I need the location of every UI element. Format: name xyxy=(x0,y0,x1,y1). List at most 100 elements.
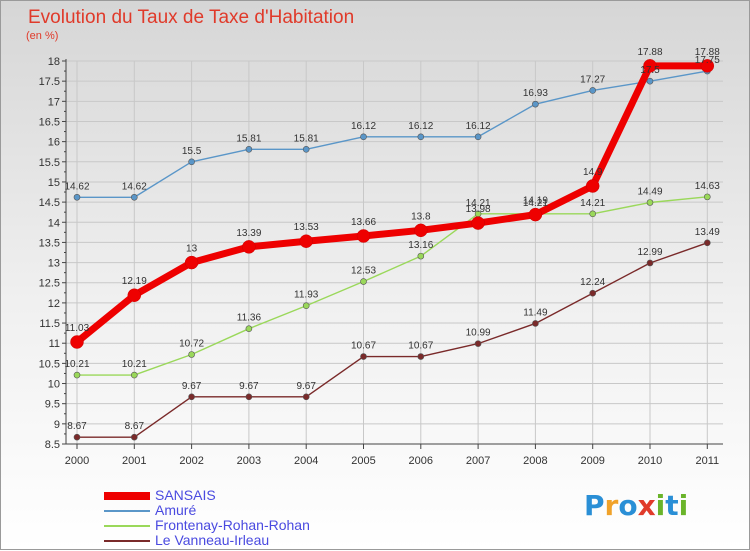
data-point-frontenay-rohan-rohan xyxy=(646,199,654,206)
data-point-le-vanneau-irleau xyxy=(417,353,425,360)
x-tick-label: 2000 xyxy=(65,455,89,467)
data-label-frontenay-rohan-rohan: 14.49 xyxy=(637,187,662,198)
data-point-frontenay-rohan-rohan xyxy=(360,278,367,285)
data-label-frontenay-rohan-rohan: 13.16 xyxy=(408,240,433,251)
data-point-amur- xyxy=(417,133,425,141)
data-point-le-vanneau-irleau xyxy=(646,259,654,267)
data-label-le-vanneau-irleau: 9.67 xyxy=(182,381,202,392)
data-label-sansais: 17.88 xyxy=(695,47,720,58)
x-tick-label: 2009 xyxy=(580,455,604,467)
data-label-sansais: 14.9 xyxy=(583,167,603,178)
data-label-sansais: 13 xyxy=(186,244,198,255)
data-label-frontenay-rohan-rohan: 10.21 xyxy=(122,359,147,370)
data-label-sansais: 17.88 xyxy=(637,47,662,58)
x-tick-label: 2007 xyxy=(466,455,490,467)
data-point-frontenay-rohan-rohan xyxy=(245,325,253,332)
y-tick-label: 16.5 xyxy=(39,116,60,128)
x-tick-label: 2002 xyxy=(179,455,203,467)
data-label-frontenay-rohan-rohan: 14.21 xyxy=(523,198,548,209)
grid xyxy=(66,60,723,445)
data-point-le-vanneau-irleau xyxy=(474,340,482,347)
data-label-amur-: 15.81 xyxy=(236,133,261,144)
data-label-sansais: 12.19 xyxy=(122,276,147,287)
data-label-frontenay-rohan-rohan: 12.53 xyxy=(351,266,376,277)
series-line-amur- xyxy=(76,70,708,198)
legend-swatch-le-vanneau-irleau xyxy=(104,539,150,542)
legend-swatch-frontenay-rohan-rohan xyxy=(104,524,150,527)
y-tick-label: 17 xyxy=(48,96,60,108)
data-point-frontenay-rohan-rohan xyxy=(302,302,310,310)
data-point-sansais xyxy=(242,240,256,254)
chart-unit: (en %) xyxy=(26,30,59,42)
x-tick-label: 2005 xyxy=(351,455,375,467)
data-label-le-vanneau-irleau: 13.49 xyxy=(695,227,720,238)
logo-letter: i xyxy=(678,489,689,522)
data-label-amur-: 15.5 xyxy=(182,146,202,157)
x-tick-label: 2003 xyxy=(237,455,261,467)
data-point-frontenay-rohan-rohan xyxy=(188,351,195,358)
data-label-frontenay-rohan-rohan: 14.63 xyxy=(695,181,720,192)
legend-label-sansais: SANSAIS xyxy=(155,487,216,503)
data-label-amur-: 16.12 xyxy=(466,121,491,132)
data-label-le-vanneau-irleau: 9.67 xyxy=(239,381,259,392)
data-label-frontenay-rohan-rohan: 11.36 xyxy=(237,313,262,324)
y-tick-label: 9 xyxy=(54,419,60,431)
data-point-frontenay-rohan-rohan xyxy=(73,371,81,379)
data-label-amur-: 16.93 xyxy=(523,88,548,99)
data-point-le-vanneau-irleau xyxy=(589,289,597,297)
data-label-le-vanneau-irleau: 10.67 xyxy=(408,341,433,352)
y-tick-label: 18 xyxy=(48,56,60,68)
data-label-le-vanneau-irleau: 8.67 xyxy=(125,421,145,432)
data-label-amur-: 17.27 xyxy=(580,74,605,85)
data-label-frontenay-rohan-rohan: 10.21 xyxy=(64,359,89,370)
data-point-sansais xyxy=(643,59,657,73)
data-point-amur- xyxy=(245,145,253,153)
y-tick-label: 8.5 xyxy=(45,439,60,451)
logo-letter: x xyxy=(637,489,656,522)
series-line-sansais xyxy=(73,62,711,346)
data-label-le-vanneau-irleau: 11.49 xyxy=(523,307,548,318)
data-point-le-vanneau-irleau xyxy=(302,393,310,401)
y-tick-label: 13 xyxy=(48,258,60,270)
data-point-sansais xyxy=(184,255,199,270)
data-point-amur- xyxy=(532,100,539,108)
y-tick-label: 14.5 xyxy=(39,197,60,209)
data-point-le-vanneau-irleau xyxy=(73,433,81,441)
data-label-frontenay-rohan-rohan: 14.21 xyxy=(580,198,605,209)
data-label-le-vanneau-irleau: 10.67 xyxy=(351,341,376,352)
data-label-sansais: 11.03 xyxy=(65,323,90,334)
proxiti-logo: Proxiti xyxy=(584,489,688,522)
data-label-le-vanneau-irleau: 10.99 xyxy=(466,328,491,339)
data-label-frontenay-rohan-rohan: 10.72 xyxy=(179,338,204,349)
series-line-frontenay-rohan-rohan xyxy=(76,196,708,376)
data-point-amur- xyxy=(188,158,195,166)
data-label-sansais: 13.39 xyxy=(236,228,261,239)
data-point-le-vanneau-irleau xyxy=(188,393,195,401)
y-tick-label: 17.5 xyxy=(39,76,60,88)
data-label-frontenay-rohan-rohan: 14.21 xyxy=(466,198,491,209)
data-point-sansais xyxy=(299,234,313,248)
legend-label-amur-: Amuré xyxy=(155,502,197,518)
data-label-le-vanneau-irleau: 12.99 xyxy=(637,247,662,258)
data-label-sansais: 13.98 xyxy=(466,204,491,215)
data-point-sansais xyxy=(356,229,371,243)
x-tick-label: 2010 xyxy=(638,455,662,467)
data-label-amur-: 14.62 xyxy=(64,181,89,192)
y-tick-label: 11.5 xyxy=(39,318,60,330)
data-label-amur-: 14.62 xyxy=(122,181,147,192)
legend-swatch-sansais xyxy=(104,491,150,500)
data-label-amur-: 15.81 xyxy=(294,133,319,144)
data-point-frontenay-rohan-rohan xyxy=(589,210,597,218)
data-label-frontenay-rohan-rohan: 11.93 xyxy=(294,290,319,301)
data-label-le-vanneau-irleau: 8.67 xyxy=(67,421,87,432)
data-point-sansais xyxy=(528,207,543,222)
data-point-sansais xyxy=(127,288,142,302)
y-tick-label: 15 xyxy=(48,177,60,189)
y-tick-label: 14 xyxy=(48,217,60,229)
data-label-sansais: 13.8 xyxy=(411,211,431,222)
x-tick-label: 2011 xyxy=(695,455,719,467)
data-point-frontenay-rohan-rohan xyxy=(417,252,425,260)
data-point-frontenay-rohan-rohan xyxy=(131,371,138,379)
